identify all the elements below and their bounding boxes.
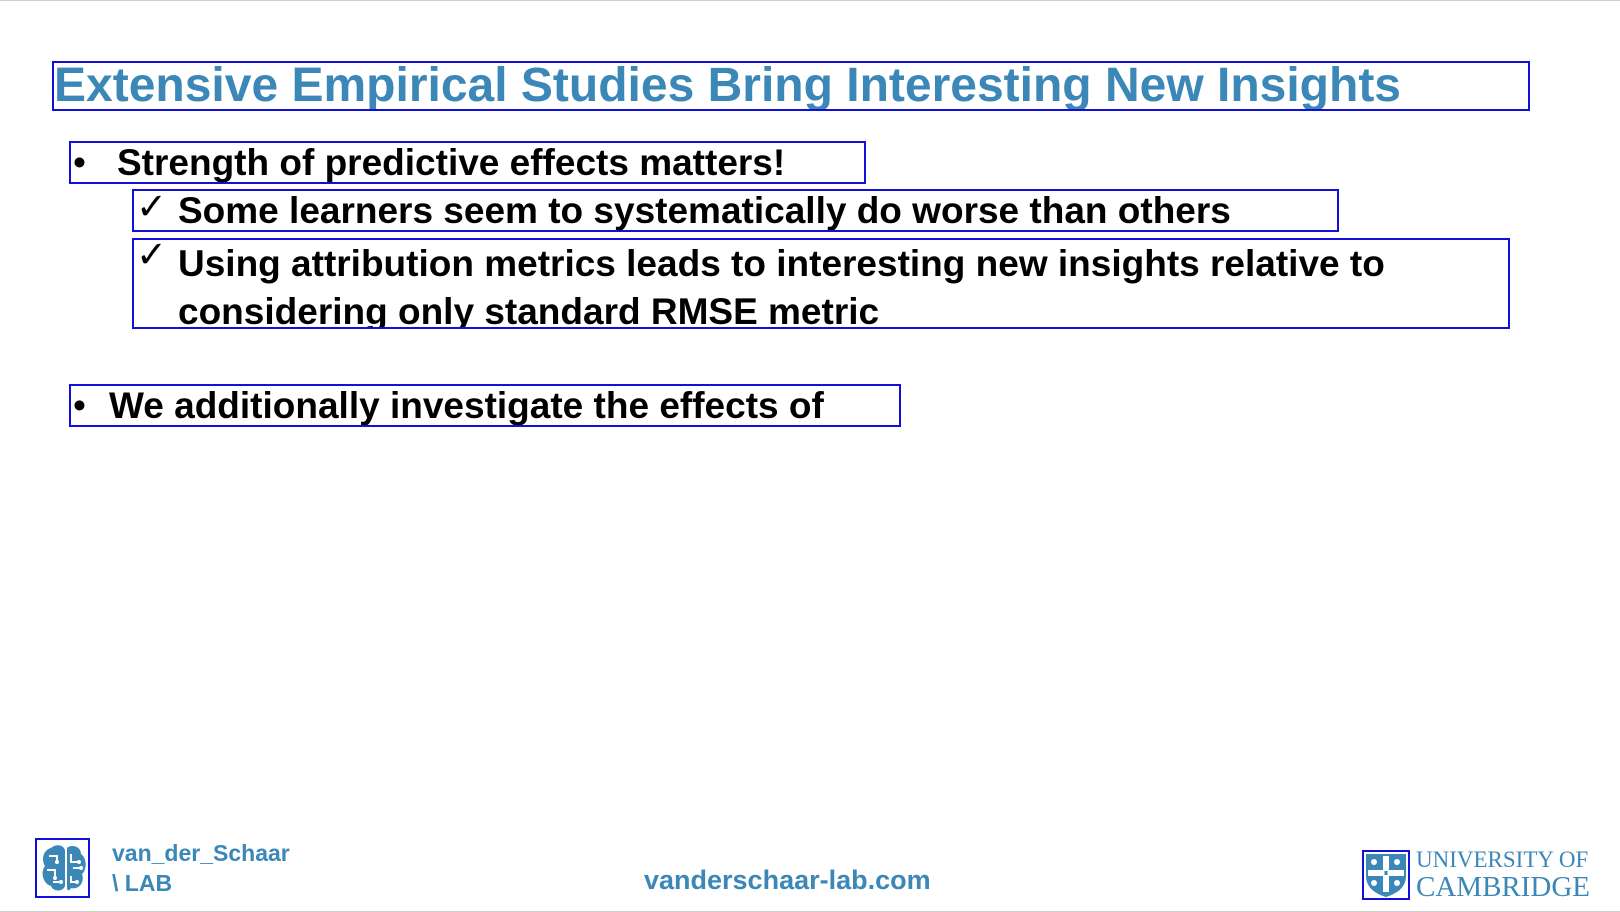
university-name-line-2: CAMBRIDGE [1416, 871, 1591, 903]
lab-name-line-1: van_der_Schaar [112, 840, 290, 866]
checkmark-icon: ✓ [136, 189, 168, 227]
top-divider [0, 0, 1620, 1]
university-name-line-1: UNIVERSITY OF [1416, 847, 1589, 872]
bullet-text: Strength of predictive effects matters! [117, 142, 786, 183]
slide-title: Extensive Empirical Studies Bring Intere… [52, 61, 1530, 111]
lab-name-line-2: \ LAB [112, 870, 173, 896]
lab-website-link[interactable]: vanderschaar-lab.com [644, 865, 931, 895]
bullet-text: We additionally investigate the effects … [109, 385, 824, 426]
brain-circuit-icon [35, 838, 90, 898]
bullet-item-1: • Strength of predictive effects matters… [69, 141, 866, 184]
bullet-marker: • [73, 385, 86, 426]
checkmark-icon: ✓ [136, 238, 168, 275]
cambridge-crest-icon [1362, 850, 1410, 900]
bullet-item-2: • We additionally investigate the effect… [69, 384, 901, 427]
bullet-marker: • [73, 142, 86, 183]
sub-bullet-item-2: ✓ Using attribution metrics leads to int… [132, 238, 1510, 329]
sub-bullet-item-1: ✓ Some learners seem to systematically d… [132, 189, 1339, 232]
university-wordmark: UNIVERSITY OF CAMBRIDGE [1416, 847, 1591, 903]
sub-bullet-text: Using attribution metrics leads to inter… [178, 243, 1385, 329]
sub-bullet-text: Some learners seem to systematically do … [178, 190, 1231, 231]
lab-name: van_der_Schaar \ LAB [112, 838, 290, 898]
